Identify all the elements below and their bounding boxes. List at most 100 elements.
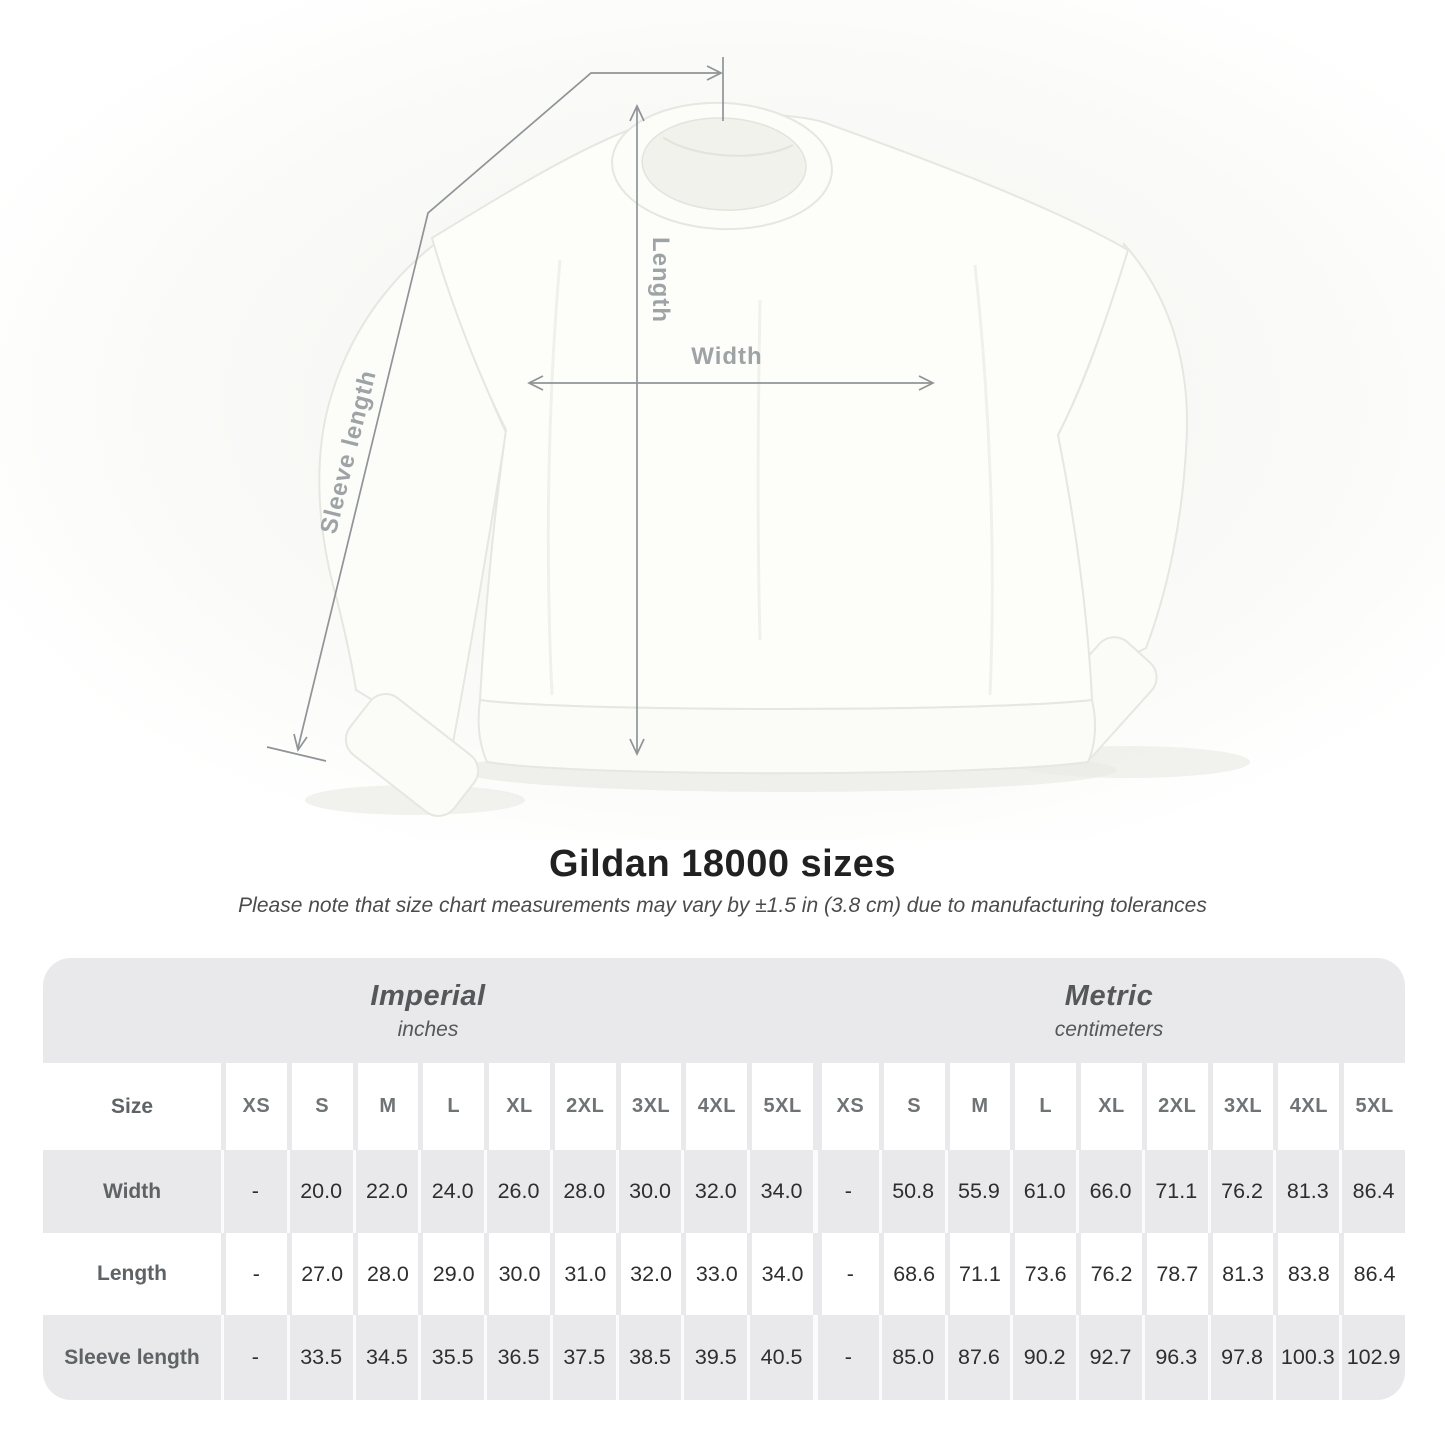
- size-corner-header: Size: [43, 1063, 221, 1150]
- size-header-metric-3xl: 3XL: [1207, 1063, 1274, 1150]
- width-measure-label: Width: [691, 343, 763, 370]
- fabric-folds: [546, 259, 994, 696]
- size-header-metric-s: S: [878, 1063, 945, 1150]
- cell-width-metric-xs: -: [813, 1150, 879, 1233]
- cell-sleeve-length-imperial-m: 34.5: [352, 1315, 419, 1400]
- cell-length-metric-4xl: 83.8: [1273, 1233, 1340, 1315]
- sleeve-arrow-neck: [706, 65, 723, 81]
- cell-length-metric-5xl: 86.4: [1339, 1233, 1405, 1315]
- cell-length-imperial-xl: 30.0: [484, 1233, 550, 1315]
- left-cuff: [344, 693, 480, 817]
- cell-length-imperial-4xl: 33.0: [681, 1233, 748, 1315]
- cell-length-imperial-m: 28.0: [352, 1233, 419, 1315]
- cell-length-metric-2xl: 78.7: [1141, 1233, 1208, 1315]
- cell-sleeve-length-metric-xs: -: [813, 1315, 879, 1400]
- cell-width-metric-3xl: 76.2: [1207, 1150, 1274, 1233]
- cell-length-imperial-3xl: 32.0: [615, 1233, 682, 1315]
- cell-width-imperial-l: 24.0: [418, 1150, 485, 1233]
- cell-length-metric-m: 71.1: [944, 1233, 1011, 1315]
- cell-sleeve-length-imperial-s: 33.5: [286, 1315, 353, 1400]
- sleeve-length-line: [297, 72, 719, 749]
- unit-band-imperial: Imperial inches: [43, 958, 813, 1063]
- cell-length-metric-xl: 76.2: [1076, 1233, 1142, 1315]
- cell-length-metric-3xl: 81.3: [1207, 1233, 1274, 1315]
- cell-sleeve-length-metric-4xl: 100.3: [1273, 1315, 1340, 1400]
- size-header-metric-5xl: 5XL: [1339, 1063, 1405, 1150]
- cell-sleeve-length-metric-m: 87.6: [944, 1315, 1011, 1400]
- cell-sleeve-length-imperial-4xl: 39.5: [681, 1315, 748, 1400]
- size-header-imperial-xs: XS: [221, 1063, 287, 1150]
- cell-sleeve-length-metric-5xl: 102.9: [1339, 1315, 1405, 1400]
- size-header-imperial-m: M: [352, 1063, 419, 1150]
- cell-sleeve-length-imperial-xl: 36.5: [484, 1315, 550, 1400]
- cell-sleeve-length-imperial-5xl: 40.5: [747, 1315, 813, 1400]
- length-arrow-top: [629, 103, 645, 122]
- cell-sleeve-length-metric-2xl: 96.3: [1141, 1315, 1208, 1400]
- collar: [611, 101, 833, 231]
- cell-width-imperial-4xl: 32.0: [681, 1150, 748, 1233]
- cell-width-imperial-3xl: 30.0: [615, 1150, 682, 1233]
- cell-width-metric-s: 50.8: [878, 1150, 945, 1233]
- row-label-sleeve-length: Sleeve length: [43, 1315, 221, 1400]
- cell-sleeve-length-imperial-l: 35.5: [418, 1315, 485, 1400]
- cell-width-metric-5xl: 86.4: [1339, 1150, 1405, 1233]
- size-table: Imperial inches Metric centimeters Size XS S M L…: [43, 958, 1405, 1400]
- cell-length-metric-l: 73.6: [1010, 1233, 1077, 1315]
- sleeve-arrow-cuff: [293, 733, 308, 753]
- hem-band: [477, 698, 1097, 775]
- cell-length-imperial-s: 27.0: [286, 1233, 353, 1315]
- cell-width-metric-l: 61.0: [1010, 1150, 1077, 1233]
- row-label-width: Width: [43, 1150, 221, 1233]
- size-header-metric-2xl: 2XL: [1141, 1063, 1208, 1150]
- cell-sleeve-length-metric-l: 90.2: [1010, 1315, 1077, 1400]
- cell-width-metric-m: 55.9: [944, 1150, 1011, 1233]
- cell-width-metric-xl: 66.0: [1076, 1150, 1142, 1233]
- cell-width-metric-4xl: 81.3: [1273, 1150, 1340, 1233]
- cell-length-imperial-2xl: 31.0: [549, 1233, 616, 1315]
- cell-sleeve-length-imperial-2xl: 37.5: [549, 1315, 616, 1400]
- size-header-imperial-4xl: 4XL: [681, 1063, 748, 1150]
- size-header-imperial-3xl: 3XL: [615, 1063, 682, 1150]
- size-header-metric-4xl: 4XL: [1273, 1063, 1340, 1150]
- cell-width-imperial-s: 20.0: [286, 1150, 353, 1233]
- length-arrow-bottom: [629, 738, 645, 757]
- cell-width-imperial-xl: 26.0: [484, 1150, 550, 1233]
- cell-width-imperial-2xl: 28.0: [549, 1150, 616, 1233]
- size-header-imperial-2xl: 2XL: [549, 1063, 616, 1150]
- cell-sleeve-length-metric-3xl: 97.8: [1207, 1315, 1274, 1400]
- cell-width-imperial-xs: -: [221, 1150, 287, 1233]
- length-measure-label: Length: [647, 237, 674, 323]
- size-header-metric-xs: XS: [813, 1063, 879, 1150]
- cell-sleeve-length-metric-s: 85.0: [878, 1315, 945, 1400]
- measurement-lines: [266, 57, 935, 762]
- cell-length-imperial-5xl: 34.0: [747, 1233, 813, 1315]
- size-header-imperial-l: L: [418, 1063, 485, 1150]
- sleeve-end-tick: [266, 746, 327, 762]
- unit-sub-inches: inches: [397, 1017, 459, 1041]
- unit-name-metric: Metric: [1064, 979, 1154, 1012]
- cell-sleeve-length-metric-xl: 92.7: [1076, 1315, 1142, 1400]
- unit-name-imperial: Imperial: [370, 979, 486, 1012]
- tolerance-note: Please note that size chart measurements…: [238, 894, 1207, 917]
- cell-length-imperial-l: 29.0: [418, 1233, 485, 1315]
- cell-sleeve-length-imperial-xs: -: [221, 1315, 287, 1400]
- unit-band-metric: Metric centimeters: [813, 958, 1405, 1063]
- cell-width-imperial-m: 22.0: [352, 1150, 419, 1233]
- size-header-metric-m: M: [944, 1063, 1011, 1150]
- sweatshirt-measurement-diagram: Length Width Sleeve length: [0, 0, 1445, 840]
- cell-length-metric-s: 68.6: [878, 1233, 945, 1315]
- cell-width-imperial-5xl: 34.0: [747, 1150, 813, 1233]
- size-header-imperial-xl: XL: [484, 1063, 550, 1150]
- size-header-metric-xl: XL: [1076, 1063, 1142, 1150]
- page-title: Gildan 18000 sizes: [549, 843, 896, 885]
- row-label-length: Length: [43, 1233, 221, 1315]
- cell-width-metric-2xl: 71.1: [1141, 1150, 1208, 1233]
- cell-length-imperial-xs: -: [221, 1233, 287, 1315]
- width-arrow-left: [527, 375, 544, 391]
- size-header-metric-l: L: [1010, 1063, 1077, 1150]
- cell-length-metric-xs: -: [813, 1233, 879, 1315]
- unit-sub-centimeters: centimeters: [1054, 1017, 1164, 1041]
- size-header-imperial-5xl: 5XL: [747, 1063, 813, 1150]
- cell-sleeve-length-imperial-3xl: 38.5: [615, 1315, 682, 1400]
